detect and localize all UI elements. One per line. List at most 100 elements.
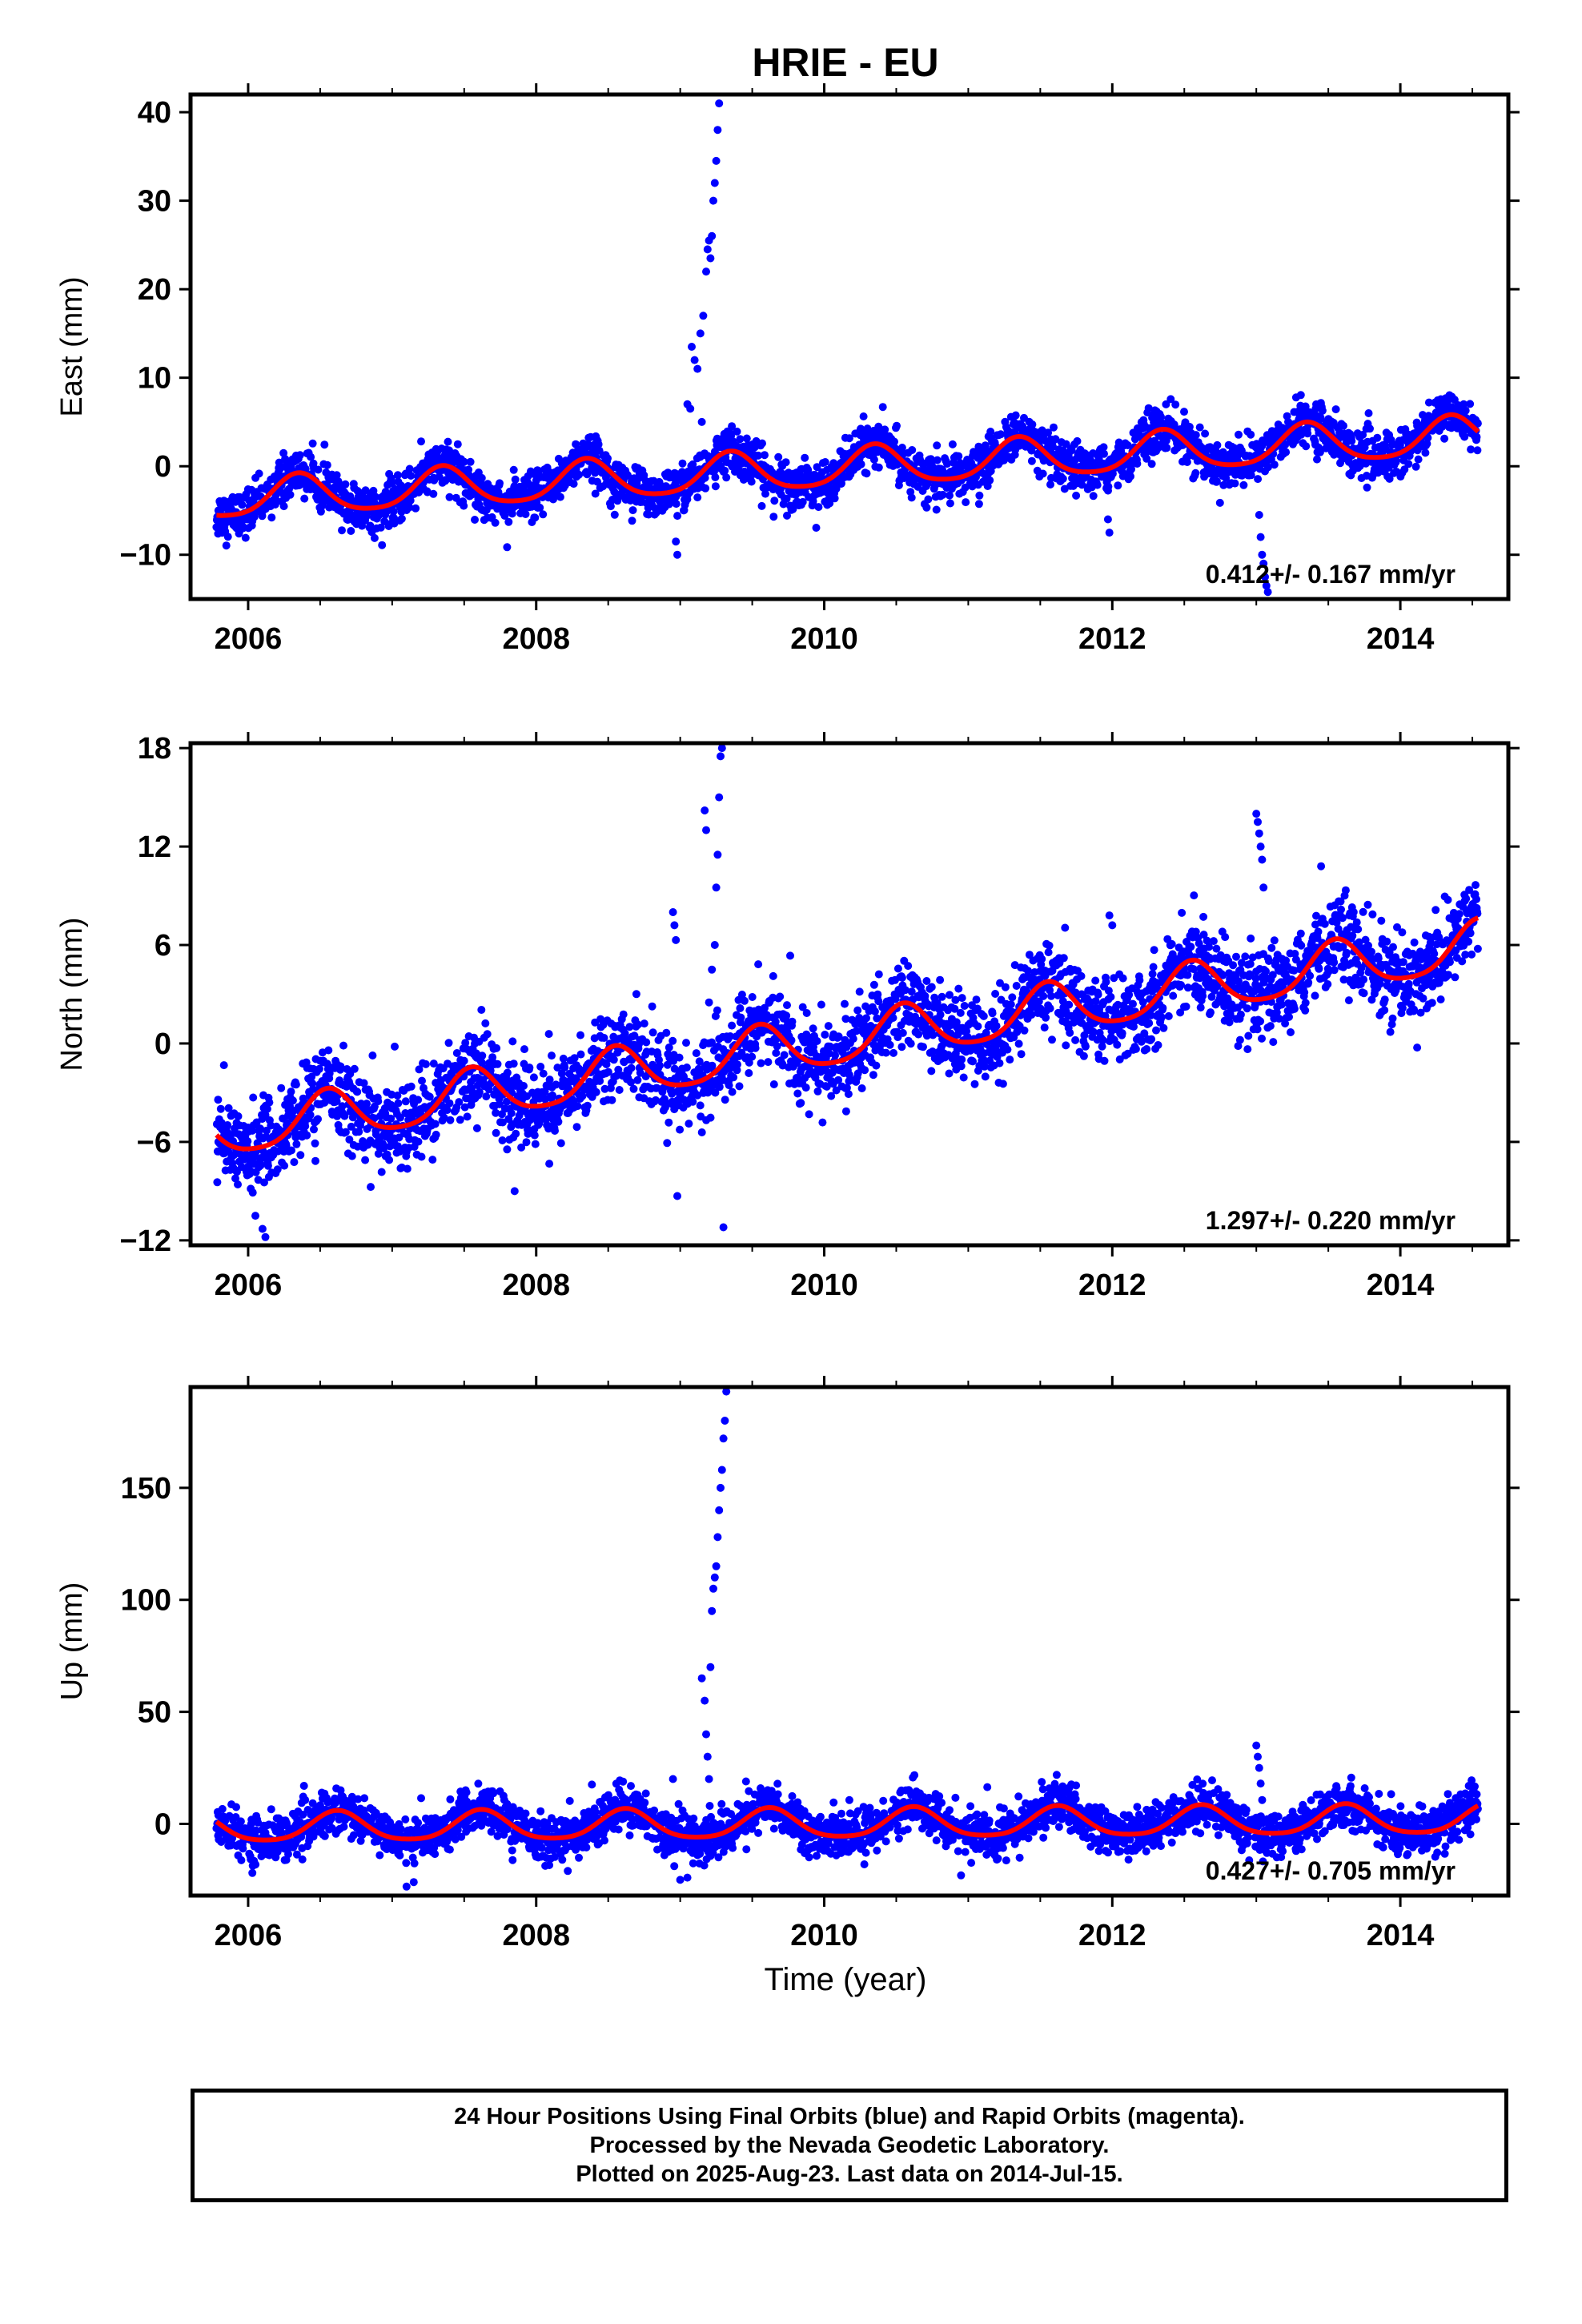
data-point bbox=[624, 471, 632, 480]
data-point bbox=[1301, 402, 1310, 411]
data-point bbox=[682, 1039, 690, 1047]
data-point bbox=[1261, 573, 1269, 581]
data-point bbox=[943, 460, 951, 468]
data-point bbox=[897, 1043, 906, 1051]
data-point bbox=[255, 469, 263, 478]
data-point bbox=[492, 1108, 500, 1117]
data-point bbox=[728, 422, 737, 431]
data-point bbox=[919, 1043, 927, 1051]
model-curve bbox=[216, 412, 1480, 518]
data-point bbox=[324, 1046, 333, 1055]
data-point bbox=[224, 1104, 233, 1112]
data-point bbox=[1034, 997, 1043, 1006]
data-point bbox=[286, 490, 295, 499]
data-point bbox=[531, 1140, 540, 1148]
data-point bbox=[216, 1104, 225, 1113]
data-point bbox=[273, 1165, 282, 1174]
data-point bbox=[347, 1152, 356, 1160]
data-point bbox=[844, 1090, 853, 1099]
data-point bbox=[801, 1084, 810, 1092]
data-point bbox=[780, 1051, 789, 1059]
data-point bbox=[307, 1072, 316, 1081]
data-point bbox=[1185, 423, 1194, 431]
data-point bbox=[277, 1084, 286, 1092]
data-point bbox=[604, 454, 612, 463]
data-point bbox=[672, 537, 681, 546]
data-point bbox=[1411, 462, 1420, 471]
data-point bbox=[374, 1097, 383, 1106]
data-point bbox=[320, 440, 329, 449]
data-point bbox=[857, 1084, 866, 1092]
data-point bbox=[1089, 492, 1098, 501]
data-point bbox=[761, 489, 769, 498]
data-point bbox=[701, 484, 710, 493]
x-tick-label: 2012 bbox=[1078, 622, 1146, 656]
data-point bbox=[229, 1137, 238, 1145]
data-point bbox=[675, 1053, 684, 1062]
data-point bbox=[690, 356, 699, 364]
data-point bbox=[350, 1064, 359, 1073]
data-point bbox=[908, 446, 917, 454]
data-point bbox=[841, 1107, 850, 1116]
data-point bbox=[340, 1112, 349, 1120]
data-point bbox=[669, 1036, 677, 1045]
data-point bbox=[696, 329, 705, 338]
data-point bbox=[452, 1049, 461, 1057]
data-point bbox=[315, 1064, 323, 1073]
data-point bbox=[1047, 991, 1055, 1000]
data-point bbox=[948, 440, 957, 448]
data-point bbox=[361, 1156, 370, 1164]
data-point bbox=[764, 1058, 773, 1067]
data-point bbox=[673, 550, 681, 559]
data-point bbox=[1473, 419, 1482, 428]
data-point bbox=[508, 1037, 517, 1046]
data-point bbox=[936, 975, 945, 984]
data-point bbox=[1060, 485, 1069, 493]
data-point bbox=[869, 1071, 877, 1080]
data-point bbox=[757, 1059, 765, 1068]
data-point bbox=[881, 1048, 890, 1057]
data-point bbox=[374, 1149, 383, 1158]
data-point bbox=[1400, 465, 1409, 474]
data-point bbox=[560, 1063, 569, 1072]
data-point bbox=[280, 1161, 289, 1170]
data-point bbox=[1460, 400, 1468, 408]
data-point bbox=[1058, 997, 1067, 1006]
data-point bbox=[798, 497, 807, 506]
data-point bbox=[1027, 1011, 1036, 1019]
data-point bbox=[592, 1088, 600, 1096]
data-point bbox=[1359, 431, 1367, 439]
data-point bbox=[736, 435, 745, 444]
data-point bbox=[1006, 1055, 1014, 1064]
data-point bbox=[472, 1124, 481, 1132]
data-point bbox=[1262, 581, 1271, 590]
data-point bbox=[869, 980, 878, 989]
data-point bbox=[988, 1009, 997, 1018]
data-point bbox=[306, 1111, 315, 1120]
data-point bbox=[610, 510, 619, 519]
data-point bbox=[401, 1097, 410, 1106]
data-point bbox=[907, 493, 916, 502]
data-point bbox=[1044, 428, 1053, 437]
data-point bbox=[553, 1063, 562, 1072]
data-point bbox=[1044, 948, 1053, 957]
data-point bbox=[368, 1051, 377, 1059]
data-point bbox=[1058, 474, 1067, 483]
data-point bbox=[460, 1056, 468, 1065]
data-point bbox=[695, 1057, 704, 1066]
data-point bbox=[1259, 559, 1268, 568]
data-point bbox=[1126, 472, 1134, 480]
data-point bbox=[347, 527, 355, 535]
data-point bbox=[483, 1030, 492, 1039]
data-point bbox=[1392, 456, 1400, 465]
data-point bbox=[813, 1037, 821, 1045]
data-point bbox=[1282, 448, 1291, 456]
data-point bbox=[832, 1086, 841, 1095]
data-point bbox=[1059, 954, 1068, 963]
data-point bbox=[1472, 432, 1481, 441]
data-point bbox=[1100, 449, 1108, 458]
data-point bbox=[640, 1019, 648, 1028]
data-point bbox=[539, 510, 548, 519]
data-point bbox=[214, 1096, 223, 1104]
data-point bbox=[874, 463, 883, 472]
